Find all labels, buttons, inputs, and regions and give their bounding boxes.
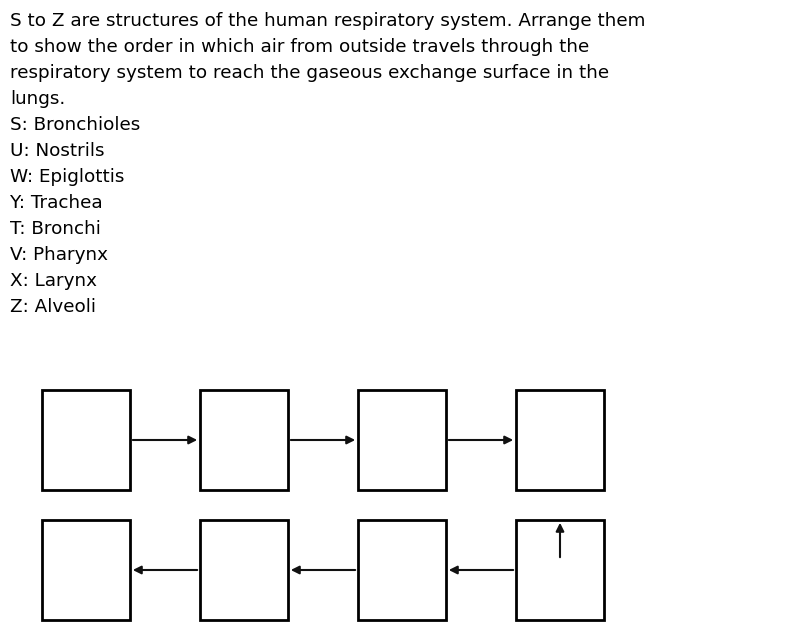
Text: lungs.: lungs. <box>10 90 66 108</box>
Bar <box>358 520 446 620</box>
Bar <box>516 520 604 620</box>
Bar <box>516 390 604 490</box>
Bar <box>42 520 130 620</box>
Text: Z: Alveoli: Z: Alveoli <box>10 298 96 316</box>
Text: to show the order in which air from outside travels through the: to show the order in which air from outs… <box>10 38 590 56</box>
Text: S: Bronchioles: S: Bronchioles <box>10 116 140 134</box>
Text: S to Z are structures of the human respiratory system. Arrange them: S to Z are structures of the human respi… <box>10 12 646 30</box>
Bar <box>200 520 288 620</box>
Text: W: Epiglottis: W: Epiglottis <box>10 168 124 186</box>
Text: X: Larynx: X: Larynx <box>10 272 97 290</box>
Bar <box>42 390 130 490</box>
Text: Y: Trachea: Y: Trachea <box>10 194 102 212</box>
Text: T: Bronchi: T: Bronchi <box>10 220 101 238</box>
Text: U: Nostrils: U: Nostrils <box>10 142 105 160</box>
Bar <box>358 390 446 490</box>
Text: V: Pharynx: V: Pharynx <box>10 246 108 264</box>
Text: respiratory system to reach the gaseous exchange surface in the: respiratory system to reach the gaseous … <box>10 64 609 82</box>
Bar <box>200 390 288 490</box>
